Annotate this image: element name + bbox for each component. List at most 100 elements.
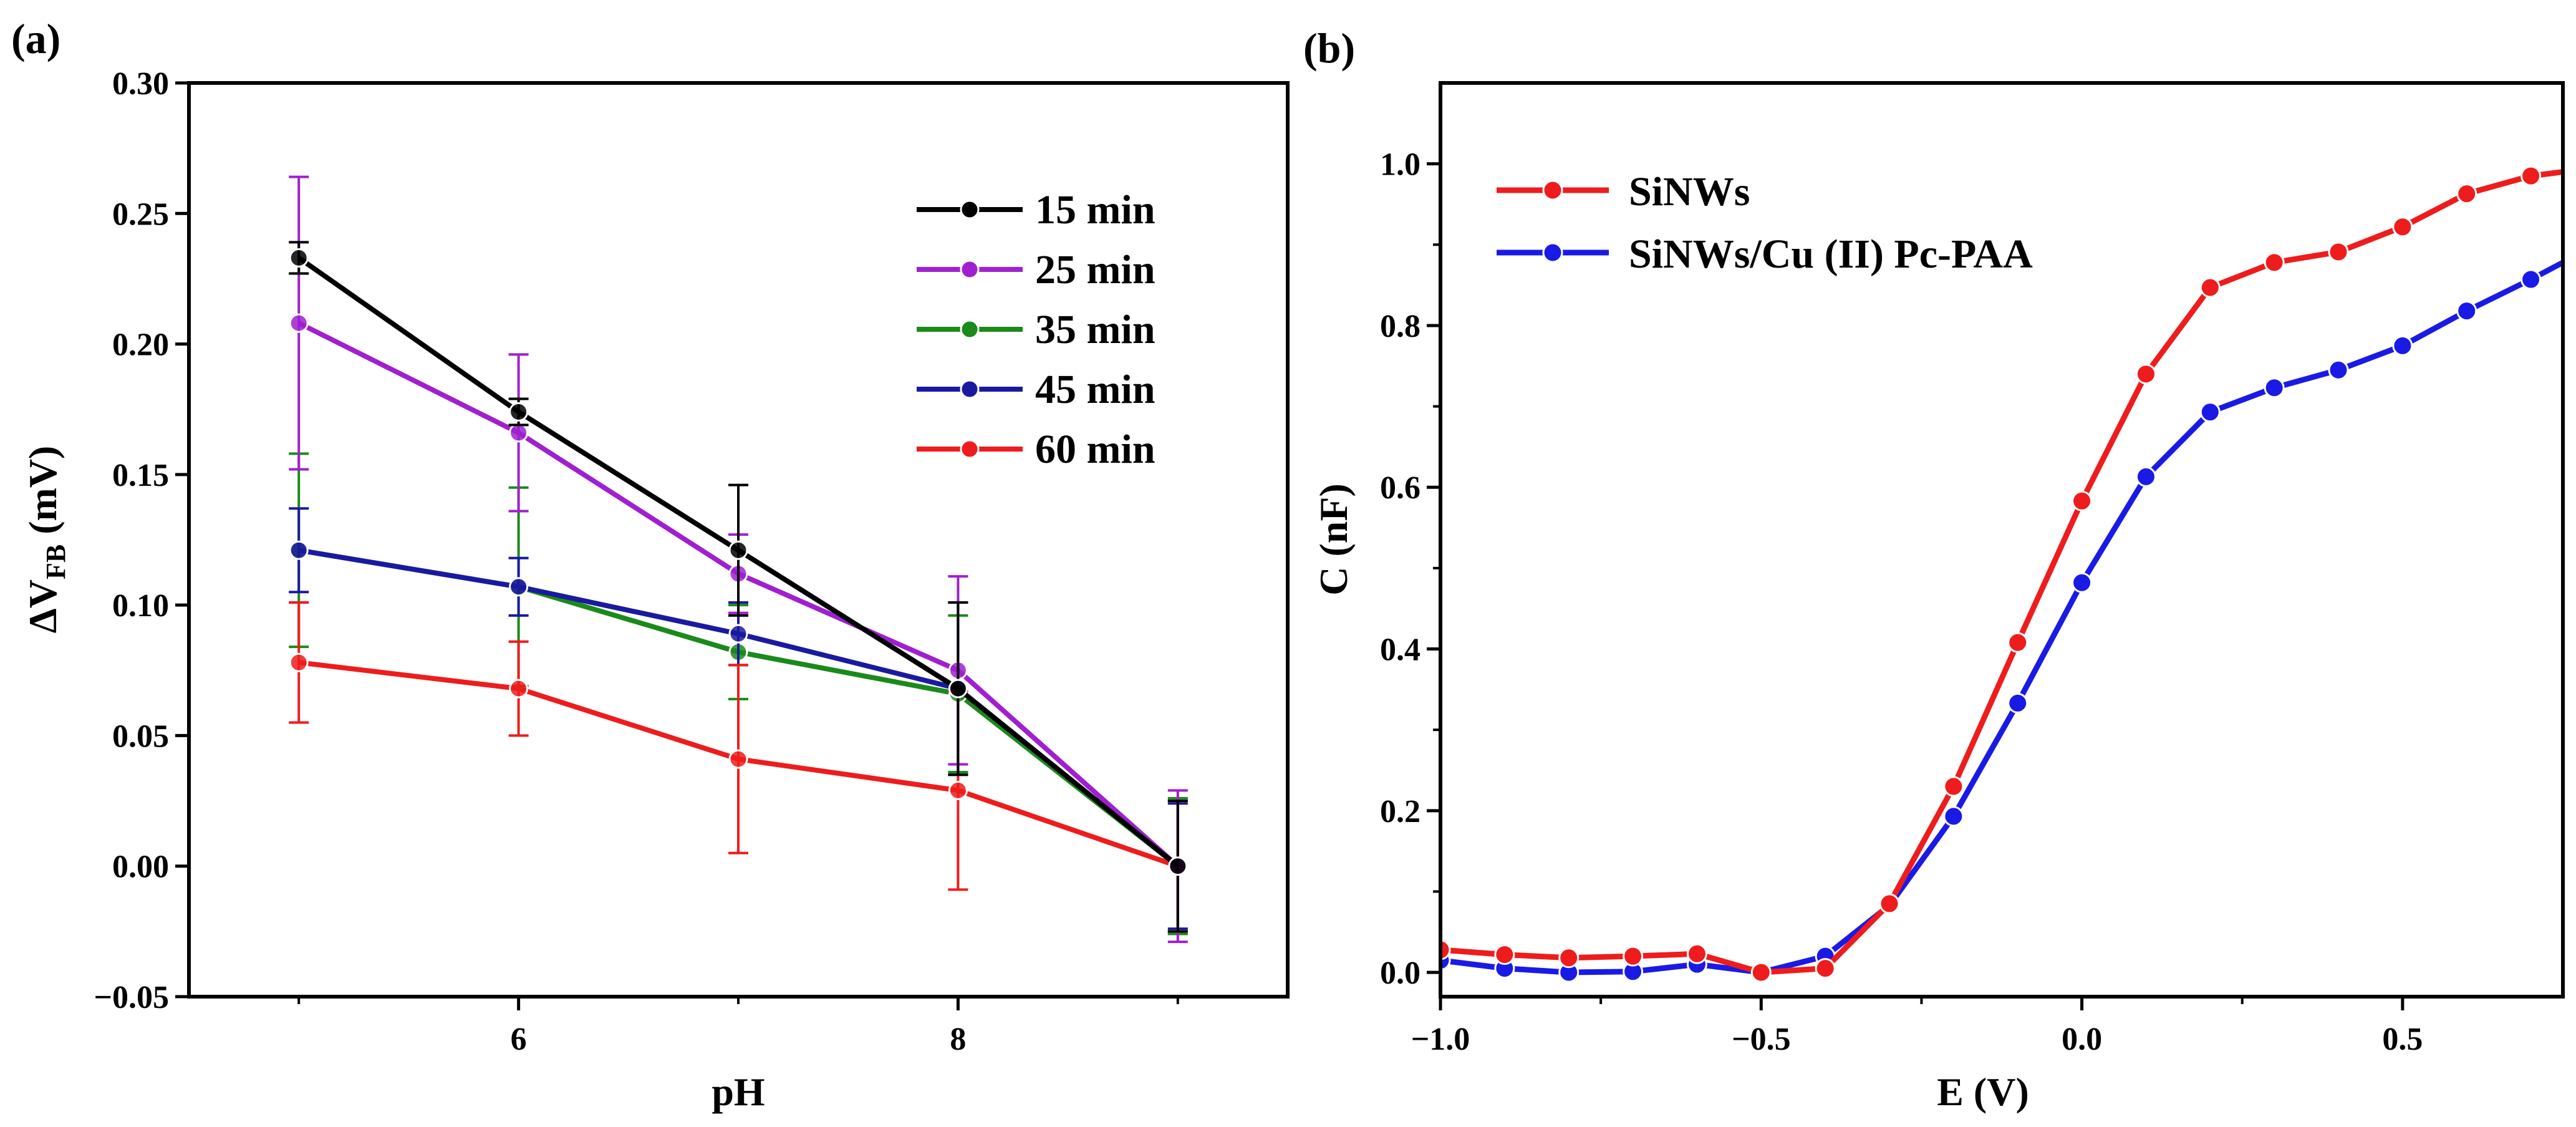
data-point <box>728 624 748 644</box>
data-point <box>289 652 309 672</box>
data-point <box>1879 893 1900 914</box>
data-point <box>728 540 748 560</box>
legend-marker <box>960 259 980 279</box>
y-axis-label-b: C (nF) <box>1311 483 1356 596</box>
y-ticks-b: 0.0 0.2 0.4 0.6 0.8 1.0 <box>1380 147 1440 991</box>
data-point <box>2007 632 2028 653</box>
data-point <box>728 749 748 769</box>
data-point <box>2072 572 2093 593</box>
legend-item: 60 min <box>917 427 1155 472</box>
y-axis-label-a-sub: FB <box>41 544 71 579</box>
x-tick-label: −1.0 <box>1411 1022 1470 1057</box>
y-tick-label: 1.0 <box>1380 147 1421 183</box>
legend-label: 25 min <box>1035 247 1155 293</box>
legend-b: SiNWs SiNWs/Cu (II) Pc-PAA <box>1497 169 2033 277</box>
data-point <box>2456 301 2477 322</box>
data-point <box>509 402 529 422</box>
data-point <box>509 423 529 443</box>
legend-a: 15 min 25 min 35 min 45 min 60 min <box>917 187 1155 472</box>
x-tick-label: 6 <box>511 1022 527 1057</box>
legend-item: SiNWs <box>1497 169 1750 215</box>
data-point <box>2521 165 2542 186</box>
data-point <box>1440 939 1451 960</box>
y-tick-label: −0.05 <box>94 980 169 1015</box>
data-point <box>2007 692 2028 713</box>
x-tick-label: 8 <box>950 1022 966 1057</box>
data-point <box>1750 962 1772 983</box>
x-ticks-b: −1.0 −0.5 0.0 0.5 <box>1411 997 2423 1057</box>
data-point <box>2264 252 2285 273</box>
y-axis-label-a-main: ΔV <box>21 579 65 633</box>
series-sinws-cu-pc-paa <box>1440 259 2563 983</box>
data-point <box>289 313 309 333</box>
data-point <box>2072 490 2093 511</box>
data-point <box>2328 359 2349 380</box>
data-point <box>289 540 309 560</box>
data-point <box>289 248 309 268</box>
legend-marker <box>960 200 980 220</box>
data-point <box>1815 958 1836 979</box>
y-axis-label-a: ΔVFB (mV) <box>21 446 71 634</box>
y-tick-label: 0.4 <box>1380 632 1421 668</box>
legend-item: 25 min <box>917 247 1155 293</box>
x-axis-label-b: E (V) <box>1937 1070 2029 1114</box>
y-tick-label: 0.2 <box>1380 794 1421 830</box>
data-point <box>2199 402 2221 423</box>
legend-marker <box>1542 180 1563 201</box>
data-point <box>1943 806 1964 827</box>
y-tick-label: 0.30 <box>112 66 169 102</box>
series-15-min <box>289 241 1188 933</box>
y-tick-label: 0.0 <box>1380 955 1421 991</box>
data-point <box>2328 241 2349 263</box>
series-line <box>1440 259 2563 975</box>
data-point <box>1686 943 1707 964</box>
legend-marker <box>960 319 980 339</box>
data-point <box>2392 335 2413 356</box>
series-b <box>1440 165 2563 983</box>
y-axis-label-a-unit: (mV) <box>21 446 65 544</box>
data-point <box>2456 183 2477 205</box>
series-line <box>1440 169 2563 975</box>
data-point <box>1943 776 1964 797</box>
legend-label: 15 min <box>1035 187 1155 233</box>
x-tick-label: 0.0 <box>2062 1022 2102 1057</box>
legend-item: SiNWs/Cu (II) Pc-PAA <box>1497 231 2033 277</box>
data-point <box>509 679 529 699</box>
y-tick-label: 0.8 <box>1380 309 1421 344</box>
x-axis-label-a: pH <box>712 1070 765 1114</box>
y-tick-label: 0.25 <box>112 196 169 232</box>
data-point <box>2521 269 2542 290</box>
legend-label: SiNWs/Cu (II) Pc-PAA <box>1629 231 2033 277</box>
legend-label: SiNWs <box>1629 169 1750 215</box>
legend-label: 35 min <box>1035 307 1155 352</box>
y-tick-label: 0.15 <box>112 458 169 493</box>
y-tick-label: 0.6 <box>1380 470 1421 506</box>
data-point <box>509 577 529 597</box>
data-point <box>948 679 968 699</box>
y-tick-label: 0.10 <box>112 588 169 624</box>
legend-marker <box>960 439 980 459</box>
chart-b: (b) 0.0 0.2 0.4 0.6 0.8 1.0 −1.0 −0.5 0.0 0.5 E … <box>1303 24 2565 1114</box>
legend-label: 60 min <box>1035 427 1155 472</box>
data-point <box>2135 364 2156 385</box>
data-point <box>1494 944 1515 965</box>
y-tick-label: 0.00 <box>112 849 169 885</box>
series-a <box>289 175 1188 944</box>
data-point <box>2392 216 2413 238</box>
panel-b-label: (b) <box>1303 24 1355 72</box>
y-tick-label: 0.05 <box>112 718 169 754</box>
legend-marker <box>1542 242 1563 263</box>
x-tick-label: −0.5 <box>1732 1022 1791 1057</box>
plot-frame-b <box>1439 81 2565 999</box>
x-tick-label: 0.5 <box>2382 1022 2423 1057</box>
legend-label: 45 min <box>1035 367 1155 412</box>
data-point <box>1623 946 1644 967</box>
legend-item: 35 min <box>917 307 1155 352</box>
series-sinws <box>1440 165 2563 983</box>
y-tick-label: 0.20 <box>112 327 169 363</box>
legend-item: 15 min <box>917 187 1155 233</box>
legend-item: 45 min <box>917 367 1155 412</box>
data-point <box>2264 377 2285 399</box>
